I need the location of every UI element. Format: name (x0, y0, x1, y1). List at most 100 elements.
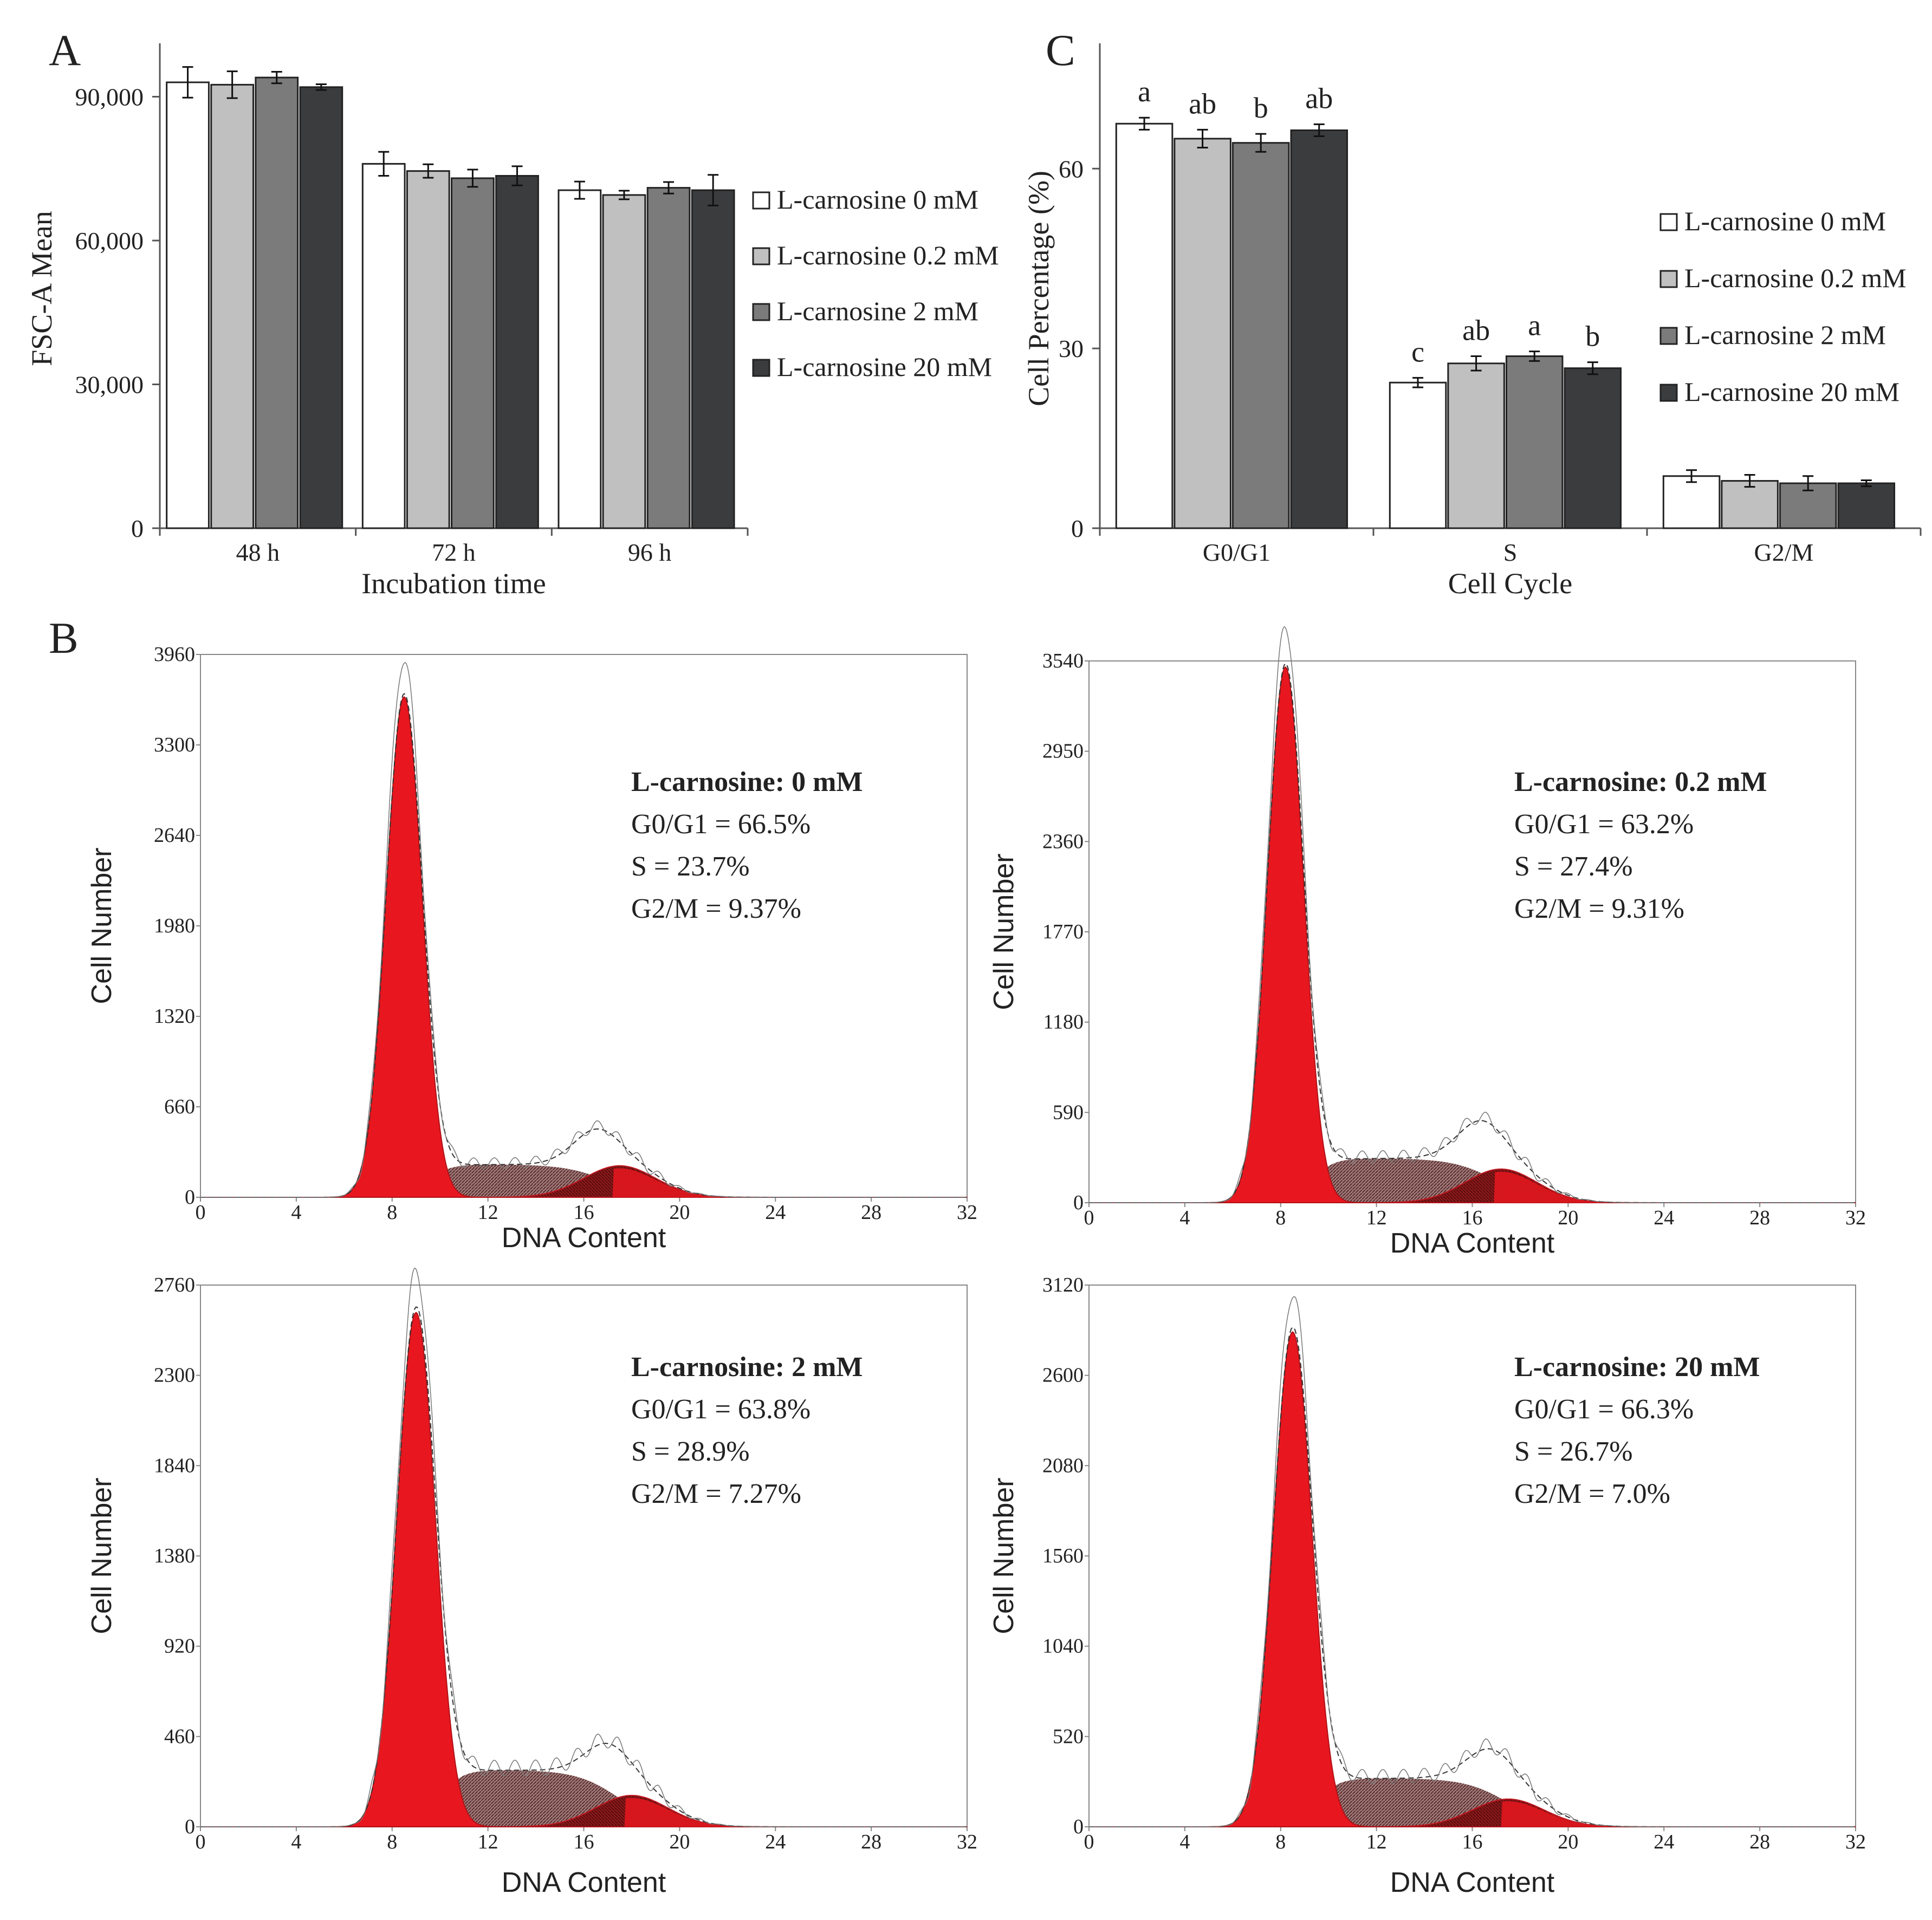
g1-peak-area (200, 1312, 967, 1827)
x-tick-label: 20 (1558, 1207, 1578, 1229)
y-axis-title: Cell Number (86, 1478, 118, 1634)
x-axis-title: Incubation time (361, 567, 546, 600)
x-tick-label: 0 (1084, 1831, 1094, 1853)
y-tick-label: 2640 (154, 824, 195, 847)
bar-48 h-1 (210, 83, 255, 529)
x-tick-label: 32 (957, 1201, 977, 1224)
legend-swatch (752, 359, 770, 377)
y-tick-label: 0 (1073, 1191, 1084, 1214)
bar-96 h-2 (646, 187, 691, 529)
y-tick-label: 1320 (154, 1005, 195, 1028)
legend-label: L-carnosine 0.2 mM (1684, 263, 1907, 293)
y-tick-label: 90,000 (75, 83, 144, 111)
bar-G2/M-0 (1662, 475, 1721, 529)
y-tick-label: 1560 (1042, 1545, 1084, 1567)
x-tick-label: 0 (196, 1201, 206, 1224)
y-tick-label: 2950 (1042, 740, 1084, 763)
y-tick-label: 2600 (1042, 1364, 1084, 1387)
bar-48 h-2 (255, 76, 299, 529)
bar-48 h-0 (166, 81, 210, 529)
y-tick-label: 2760 (154, 1274, 195, 1296)
bar-G0/G1-2 (1231, 142, 1290, 529)
annotation-title: L-carnosine: 0 mM (631, 767, 863, 797)
x-tick-label: 12 (478, 1201, 498, 1224)
legend-swatch (1659, 327, 1678, 345)
annotation-g1: G0/G1 = 63.2% (1514, 809, 1694, 840)
annotation-s: S = 28.9% (631, 1436, 750, 1467)
bar-48 h-3 (299, 86, 343, 529)
bar-96 h-0 (557, 189, 602, 529)
significance-letter: a (1138, 75, 1151, 108)
x-tick-label: 32 (1845, 1207, 1866, 1229)
x-axis-title: DNA Content (502, 1867, 666, 1898)
annotation-g1: G0/G1 = 66.3% (1514, 1394, 1694, 1425)
annotation-g2: G2/M = 7.0% (1514, 1478, 1670, 1509)
x-tick-label: 4 (291, 1201, 301, 1224)
legend-swatch (752, 191, 770, 210)
plot-frame (200, 654, 968, 1198)
significance-letter: b (1254, 92, 1268, 124)
y-tick-label: 660 (164, 1095, 195, 1118)
y-tick-label: 60 (1059, 155, 1084, 183)
y-axis-title: Cell Number (988, 854, 1020, 1010)
x-tick-label: 8 (387, 1201, 397, 1224)
x-tick-label: 24 (1654, 1207, 1674, 1229)
y-axis-title: FSC-A Mean (25, 211, 58, 366)
chart-a-fsc-mean: 0 30,000 60,000 90,000 48 h 72 h 96 h Incubatio… (25, 43, 999, 600)
s-phase-area (200, 1770, 967, 1827)
x-category-label: G0/G1 (1203, 539, 1270, 566)
s-phase-area (1089, 1778, 1856, 1827)
x-tick-label: 32 (1845, 1831, 1866, 1853)
annotation-s: S = 26.7% (1514, 1436, 1633, 1467)
legend-label: L-carnosine 0 mM (777, 184, 978, 215)
annotation-title: L-carnosine: 20 mM (1514, 1352, 1760, 1383)
annotation-title: L-carnosine: 0.2 mM (1514, 767, 1767, 797)
y-axis-title: Cell Percentage (%) (1022, 171, 1055, 406)
x-tick-label: 8 (1275, 1831, 1286, 1853)
bar-S-3 (1564, 367, 1622, 529)
bar-S-0 (1389, 381, 1447, 529)
x-tick-label: 20 (1558, 1831, 1578, 1853)
model-fit-line (200, 1306, 966, 1827)
y-tick-label: 60,000 (75, 227, 144, 255)
significance-letter: b (1585, 320, 1600, 353)
x-tick-label: 8 (387, 1831, 397, 1853)
annotation-s: S = 23.7% (631, 851, 750, 882)
panel-letter-b: B (49, 613, 79, 663)
bar-G2/M-3 (1837, 482, 1896, 529)
x-tick-label: 32 (957, 1831, 977, 1853)
annotation-s: S = 27.4% (1514, 851, 1633, 882)
y-tick-label: 0 (131, 515, 144, 542)
legend-swatch (752, 303, 770, 321)
x-tick-label: 12 (1366, 1207, 1387, 1229)
x-tick-label: 4 (1179, 1207, 1190, 1229)
x-tick-label: 20 (669, 1201, 690, 1224)
y-tick-label: 2300 (154, 1364, 195, 1387)
bar-S-2 (1505, 355, 1564, 529)
bar-S-1 (1447, 362, 1505, 529)
legend-label: L-carnosine 20 mM (1684, 377, 1899, 407)
bar-G2/M-1 (1721, 480, 1779, 529)
y-tick-label: 1840 (154, 1454, 195, 1477)
y-tick-label: 30,000 (75, 371, 144, 399)
x-tick-label: 12 (478, 1831, 498, 1853)
histogram-0-2mM: 0 4 8 12 16 20 24 28 32 0 590 1180 1770 2360 2950 3540 D… (988, 626, 1866, 1259)
bar-G0/G1-0 (1115, 122, 1174, 529)
y-tick-label: 2360 (1042, 830, 1084, 853)
x-axis-title: Cell Cycle (1448, 567, 1572, 600)
x-tick-label: 28 (1749, 1831, 1770, 1853)
raw-data-line (200, 1267, 966, 1827)
y-tick-label: 1040 (1042, 1635, 1084, 1658)
bar-72 h-2 (451, 177, 495, 529)
legend-label: L-carnosine 20 mM (777, 352, 992, 382)
x-tick-label: 24 (765, 1831, 786, 1853)
significance-letter: ab (1305, 82, 1333, 114)
y-tick-label: 3300 (154, 734, 195, 756)
y-tick-label: 3120 (1042, 1274, 1084, 1296)
x-tick-label: 4 (1179, 1831, 1190, 1853)
x-category-label: 96 h (628, 539, 672, 566)
bar-96 h-3 (691, 189, 735, 529)
x-tick-label: 28 (861, 1201, 881, 1224)
x-axis-title: DNA Content (502, 1222, 666, 1254)
y-tick-label: 3960 (154, 643, 195, 666)
